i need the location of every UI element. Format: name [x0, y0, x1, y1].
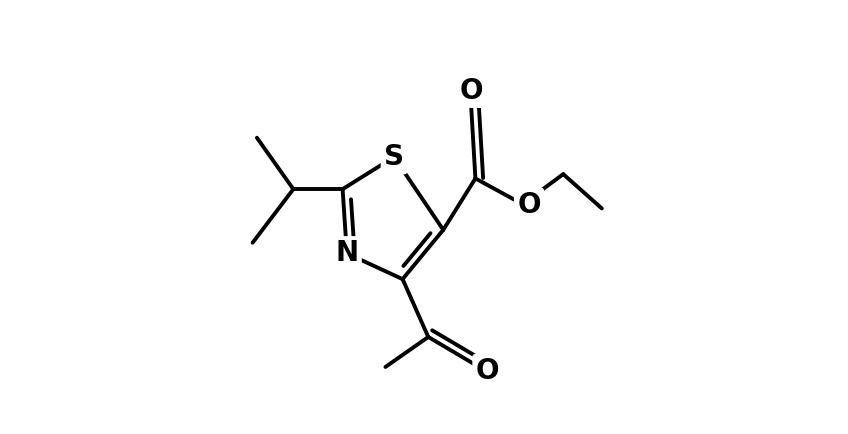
Text: O: O	[476, 357, 499, 385]
Text: O: O	[460, 77, 483, 105]
Text: S: S	[384, 143, 404, 171]
Text: O: O	[517, 191, 541, 219]
Text: N: N	[335, 240, 359, 267]
